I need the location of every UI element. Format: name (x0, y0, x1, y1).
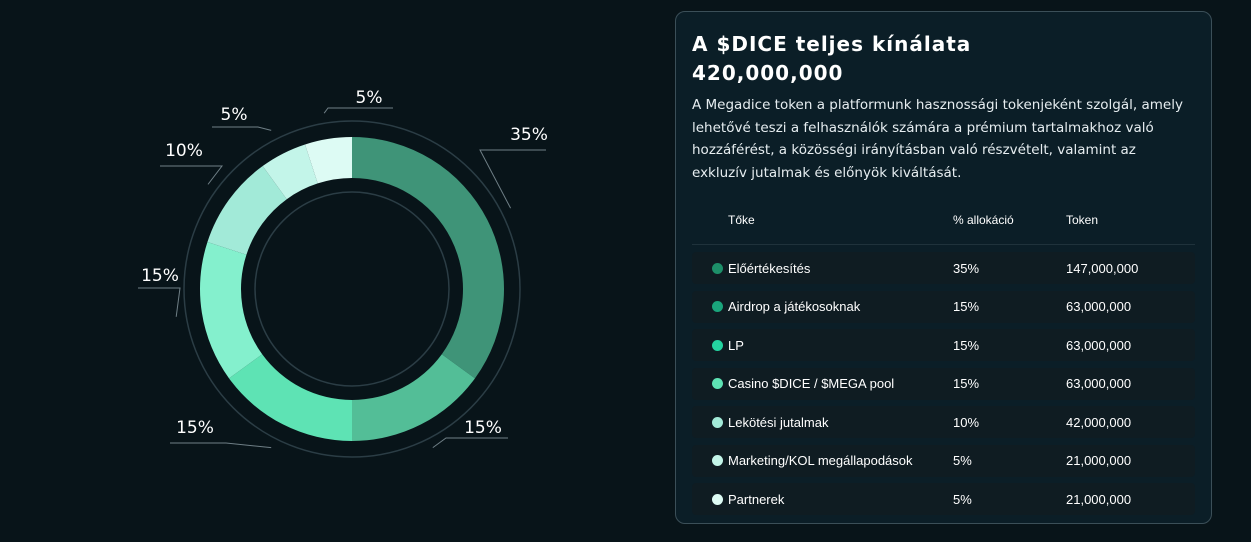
row-tokens: 63,000,000 (1066, 337, 1132, 353)
row-name: Airdrop a játékosoknak (728, 299, 861, 314)
leader-line (323, 107, 393, 114)
row-name: Partnerek (728, 491, 785, 507)
row-name: Előértékesítés (728, 260, 811, 276)
table-row: LP 15% 63,000,000 (692, 329, 1195, 361)
donut-slice (200, 242, 263, 379)
row-tokens: 42,000,000 (1066, 414, 1132, 430)
legend-dot-icon (712, 301, 723, 312)
slice-label: 15% (464, 418, 502, 438)
panel-title: A $DICE teljes kínálata (692, 32, 972, 56)
table-row: Lekötési jutalmak 10% 42,000,000 (692, 406, 1195, 438)
legend-dot-icon (712, 378, 723, 389)
table-header: Tőke % allokáció Token (692, 196, 1195, 245)
row-tokens: 21,000,000 (1066, 491, 1132, 507)
slice-label: 15% (176, 418, 214, 438)
table-row: Airdrop a játékosoknak 15% 63,000,000 (692, 290, 1195, 323)
leader-line (160, 165, 224, 185)
header-tokens: Token (1066, 213, 1099, 227)
legend-dot-icon (712, 455, 723, 466)
donut-slice (229, 354, 352, 441)
table-row: Előértékesítés 35% 147,000,000 (692, 252, 1195, 284)
slice-label: 5% (356, 88, 383, 108)
row-name: Marketing/KOL megállapodások (728, 453, 913, 468)
row-percent: 15% (953, 299, 980, 314)
leader-line (170, 442, 272, 449)
row-name: Casino $DICE / $MEGA pool (728, 376, 895, 391)
outer-ring (183, 120, 521, 458)
legend-dot-icon (712, 416, 723, 428)
table-body: Előértékesítés 35% 147,000,000 Airdrop a… (692, 252, 1195, 515)
row-percent: 15% (953, 337, 980, 353)
legend-dot-icon (712, 493, 723, 505)
leader-line (479, 149, 546, 209)
slice-label: 10% (165, 141, 203, 161)
row-percent: 35% (953, 260, 980, 276)
header-percent: % allokáció (953, 213, 1014, 227)
inner-ring (254, 191, 450, 387)
donut-slice (352, 354, 475, 441)
donut-slice (352, 137, 504, 379)
supply-panel: A $DICE teljes kínálata 420,000,000 A Me… (675, 11, 1212, 524)
leader-line (138, 287, 181, 317)
row-name: LP (728, 337, 744, 353)
legend-dot-icon (712, 339, 723, 351)
allocation-donut-chart: 35% 15% 15% 15% 10% 5% 5% (138, 88, 548, 458)
donut-slice (262, 144, 318, 200)
row-percent: 5% (953, 491, 972, 507)
table-row: Marketing/KOL megállapodások 5% 21,000,0… (692, 444, 1195, 477)
row-tokens: 21,000,000 (1066, 453, 1132, 468)
slice-label: 15% (141, 266, 179, 286)
donut-slice (305, 137, 352, 184)
row-tokens: 63,000,000 (1066, 376, 1132, 391)
header-name: Tőke (728, 213, 755, 227)
row-percent: 15% (953, 376, 980, 391)
panel-description: A Megadice token a platformunk hasznossá… (692, 97, 1183, 181)
row-percent: 5% (953, 453, 972, 468)
donut-slice (207, 166, 287, 255)
leader-line (212, 126, 272, 131)
total-supply: 420,000,000 (692, 61, 844, 85)
row-tokens: 147,000,000 (1066, 260, 1139, 276)
slice-label: 5% (221, 105, 248, 125)
slice-label: 35% (510, 125, 548, 145)
row-tokens: 63,000,000 (1066, 299, 1132, 314)
table-row: Casino $DICE / $MEGA pool 15% 63,000,000 (692, 367, 1195, 400)
row-name: Lekötési jutalmak (728, 414, 829, 430)
leader-line (432, 437, 508, 449)
table-row: Partnerek 5% 21,000,000 (692, 483, 1195, 515)
donut-svg: 35% 15% 15% 15% 10% 5% 5% (138, 88, 548, 458)
row-percent: 10% (953, 414, 980, 430)
legend-dot-icon (712, 262, 723, 274)
